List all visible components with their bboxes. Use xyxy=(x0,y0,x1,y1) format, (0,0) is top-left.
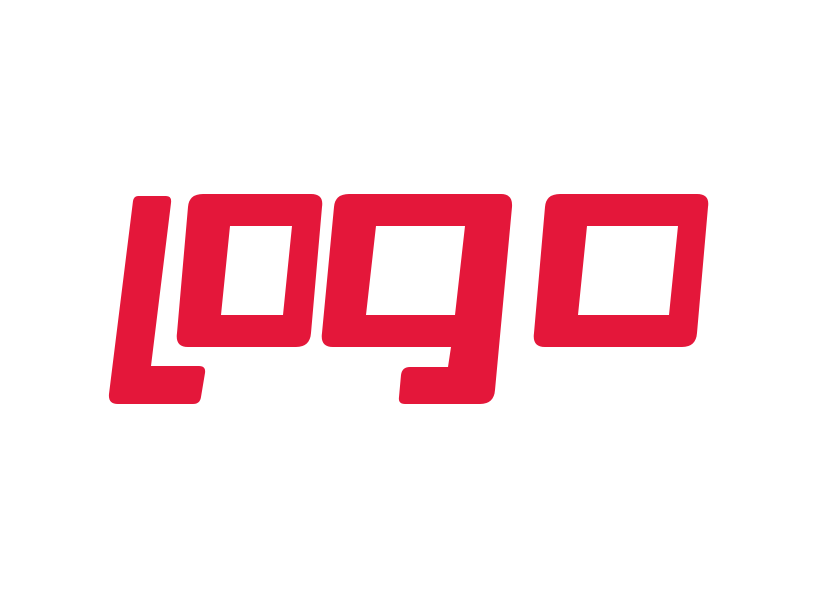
logo-letter-g xyxy=(321,194,513,404)
logo-letter-l xyxy=(108,196,206,404)
logo-letter-o-second xyxy=(533,194,709,347)
logo-letter-o-first xyxy=(176,194,323,347)
